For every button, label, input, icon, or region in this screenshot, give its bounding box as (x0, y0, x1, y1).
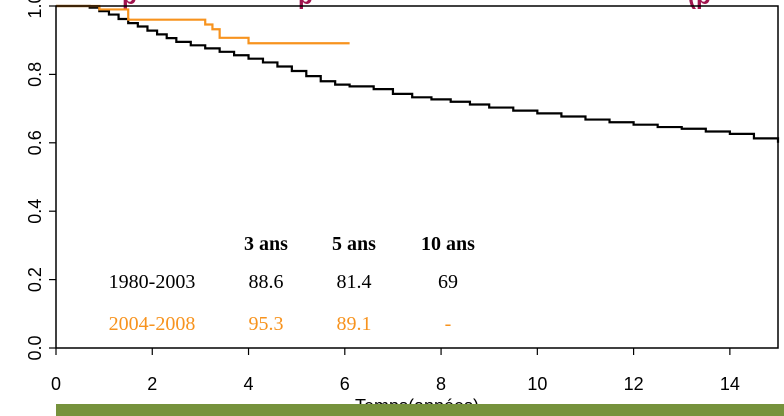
x-tick-label: 10 (527, 374, 547, 394)
axis-ticks: 0 2 4 6 8 10 12 14 0.0 0.2 0.4 0.6 0.8 1.0 (25, 0, 740, 394)
table-row-label-1980-2003: 1980-2003 (109, 271, 196, 293)
x-tick-label: 0 (51, 374, 61, 394)
y-tick-label: 0.6 (25, 130, 45, 155)
y-tick-label: 0.0 (25, 335, 45, 360)
table-cell-1980-2003-10-ans: 69 (438, 271, 458, 293)
series-lines (56, 4, 780, 143)
y-tick-label: 0.8 (25, 62, 45, 87)
x-tick-label: 12 (624, 374, 644, 394)
y-tick-label: 0.4 (25, 199, 45, 224)
table-cell-2004-2008-10-ans: - (445, 313, 452, 335)
title-fragment-right: (p (688, 0, 711, 10)
series-line-2004-2008 (56, 4, 350, 45)
x-tick-label: 6 (340, 374, 350, 394)
table-cell-2004-2008-3-ans: 95.3 (249, 313, 284, 335)
table-header-10-ans: 10 ans (421, 233, 475, 255)
y-tick-label: 1.0 (25, 0, 45, 19)
x-tick-label: 14 (720, 374, 740, 394)
x-tick-label: 2 (147, 374, 157, 394)
survival-table: 3 ans 5 ans 10 ans 1980-2003 88.6 81.4 6… (109, 233, 476, 335)
title-fragment-left: p (122, 0, 137, 10)
y-tick-label: 0.2 (25, 267, 45, 292)
table-cell-1980-2003-5-ans: 81.4 (337, 271, 372, 293)
table-header-5-ans: 5 ans (332, 233, 376, 255)
bottom-bar (56, 404, 784, 416)
x-tick-label: 4 (244, 374, 254, 394)
table-cell-2004-2008-5-ans: 89.1 (337, 313, 372, 335)
title-fragment-mid: p (298, 0, 313, 10)
plot-frame (55, 5, 779, 349)
series-line-1980-2003 (56, 4, 780, 143)
table-header-3-ans: 3 ans (244, 233, 288, 255)
x-tick-label: 8 (436, 374, 446, 394)
table-row-label-2004-2008: 2004-2008 (109, 313, 196, 335)
table-cell-1980-2003-3-ans: 88.6 (249, 271, 284, 293)
